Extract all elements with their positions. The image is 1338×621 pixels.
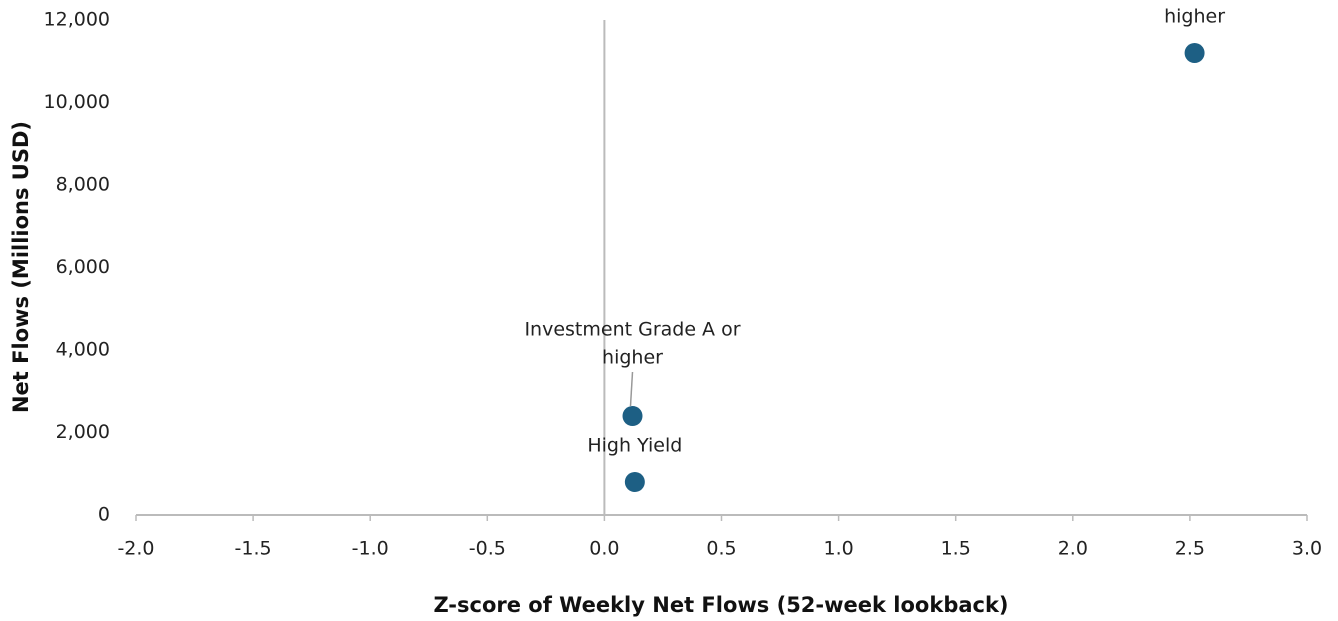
- x-tick-label: 3.0: [1292, 538, 1322, 560]
- data-label: High Yield: [587, 435, 682, 457]
- x-tick-label: 2.5: [1175, 538, 1205, 560]
- x-axis-title: Z-score of Weekly Net Flows (52-week loo…: [433, 593, 1008, 617]
- y-tick-label: 8,000: [56, 174, 110, 196]
- point: [1184, 43, 1205, 63]
- y-tick-label: 0: [98, 504, 110, 526]
- point: [622, 406, 643, 426]
- data-label: higher: [602, 347, 663, 369]
- data-label: higher: [1164, 6, 1225, 28]
- x-tick-label: 2.0: [1058, 538, 1088, 560]
- x-tick-label: -2.0: [117, 538, 154, 560]
- y-tick-label: 10,000: [44, 91, 110, 113]
- y-tick-label: 4,000: [56, 339, 110, 361]
- x-tick-label: 0.0: [589, 538, 619, 560]
- point: [624, 472, 645, 492]
- leader-line: [629, 371, 634, 407]
- y-tick-label: 2,000: [56, 421, 110, 443]
- x-tick-label: 1.5: [941, 538, 971, 560]
- x-tick-label: 0.5: [706, 538, 736, 560]
- x-tick-label: 1.0: [823, 538, 853, 560]
- x-tick-label: -1.0: [352, 538, 389, 560]
- y-tick-label: 6,000: [56, 256, 110, 278]
- y-axis-title: Net Flows (Millions USD): [9, 121, 33, 413]
- y-tick-label: 12,000: [44, 9, 110, 31]
- data-label: Investment Grade A or: [524, 319, 740, 341]
- x-tick-label: -0.5: [469, 538, 506, 560]
- x-tick-label: -1.5: [235, 538, 272, 560]
